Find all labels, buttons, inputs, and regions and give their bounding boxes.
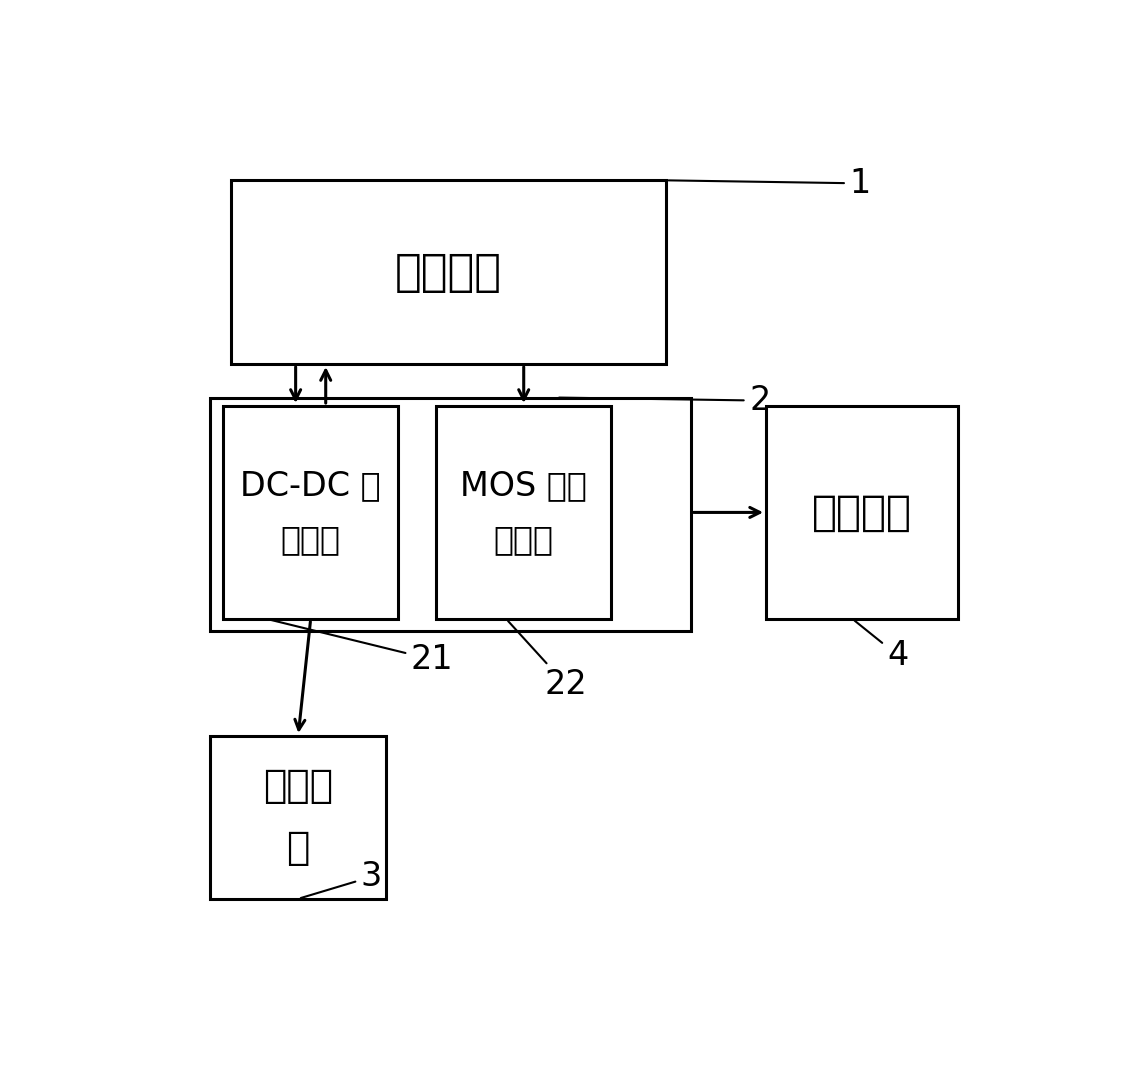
Bar (210, 397, 691, 631)
Text: 3: 3 (301, 860, 382, 898)
Bar (232, 180, 666, 365)
Bar (223, 406, 399, 618)
Text: 功能设备: 功能设备 (812, 492, 912, 534)
Text: 21: 21 (269, 620, 453, 676)
Text: 驱动电
路: 驱动电 路 (264, 767, 333, 867)
Text: 1: 1 (668, 167, 871, 200)
Bar (436, 406, 611, 618)
Bar (766, 406, 958, 618)
Text: 主控芯片: 主控芯片 (395, 251, 502, 294)
Text: DC-DC 升
压电路: DC-DC 升 压电路 (241, 469, 381, 556)
Text: 4: 4 (854, 621, 909, 672)
Text: 2: 2 (559, 384, 770, 417)
Text: 22: 22 (508, 621, 587, 701)
Text: MOS 管控
制开关: MOS 管控 制开关 (460, 469, 587, 556)
Bar (210, 736, 386, 898)
